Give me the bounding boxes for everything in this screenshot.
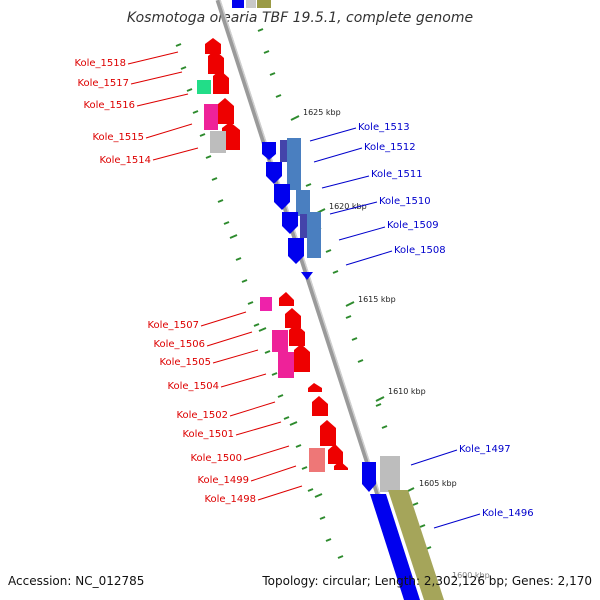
gene-arrow-kole-1509 — [288, 238, 304, 264]
reverse-gene-shapes — [197, 38, 348, 472]
gene-arrow-kole-1516b — [213, 70, 229, 94]
gene-box-kole-1509 — [307, 212, 321, 258]
reverse-leader-lines — [127, 51, 303, 501]
gene-label-kole-1516: Kole_1516 — [83, 100, 135, 111]
gene-arrow-kole-1515 — [222, 122, 240, 150]
gene-box-kole-1500 — [309, 448, 325, 472]
dotted-ruler-right — [257, 28, 432, 550]
gene-label-kole-1513: Kole_1513 — [358, 122, 410, 133]
gene-box-kole-1507 — [260, 297, 272, 311]
gene-label-kole-1507: Kole_1507 — [147, 320, 199, 331]
gene-label-kole-1514: Kole_1514 — [99, 155, 151, 166]
gene-box-kole-1512 — [287, 138, 301, 190]
gene-arrow-kole-1512 — [266, 162, 282, 184]
gene-label-kole-1515: Kole_1515 — [92, 132, 144, 143]
gene-label-kole-1511: Kole_1511 — [371, 169, 423, 180]
gene-label-kole-1508: Kole_1508 — [394, 245, 446, 256]
gene-arrow-kole-1498 — [334, 461, 348, 470]
gene-box-kole-1510 — [300, 214, 310, 238]
gene-label-kole-1498: Kole_1498 — [204, 494, 256, 505]
gene-arrow-kole-1507 — [279, 292, 294, 306]
gene-label-kole-1501: Kole_1501 — [182, 429, 234, 440]
gene-arrow-kole-1497 — [362, 462, 376, 492]
gene-arrow-kole-1502 — [308, 383, 322, 392]
gene-label-kole-1510: Kole_1510 — [379, 196, 431, 207]
gene-arrow-kole-1505 — [289, 324, 305, 346]
tick-1625-kbp: 1625 kbp — [303, 108, 341, 117]
dotted-ruler-left — [175, 43, 344, 559]
gene-arrow-kole-1500 — [320, 420, 336, 446]
gene-label-kole-1517: Kole_1517 — [77, 78, 129, 89]
gene-box-kole-1513 — [280, 140, 290, 162]
gene-label-kole-1509: Kole_1509 — [387, 220, 439, 231]
gene-arrow-kole-1510 — [282, 212, 298, 234]
gene-arrow-kole-1499 — [328, 444, 343, 464]
gene-label-kole-1504: Kole_1504 — [167, 381, 219, 392]
genome-summary-text: Topology: circular; Length: 2,302,126 bp… — [262, 574, 592, 588]
gene-box-kole-1517 — [197, 80, 211, 94]
accession-text: Accession: NC_012785 — [8, 574, 145, 588]
gene-box-kole-1496 — [388, 490, 444, 600]
gene-arrow-kole-1501 — [312, 396, 328, 416]
tick-1605-kbp: 1605 kbp — [419, 479, 457, 488]
top-partial-features — [232, 0, 271, 8]
gene-label-kole-1502: Kole_1502 — [176, 410, 228, 421]
tick-1610-kbp: 1610 kbp — [388, 387, 426, 396]
gene-arrow-kole-1516 — [218, 98, 234, 124]
tick-1600-kbp: 1600 kbp — [452, 571, 490, 580]
gene-label-kole-1506: Kole_1506 — [153, 339, 205, 350]
map-title: Kosmotoga olearia TBF 19.5.1, complete g… — [126, 10, 474, 26]
forward-gene-shapes — [262, 138, 444, 600]
gene-label-kole-1500: Kole_1500 — [190, 453, 242, 464]
tick-1620-kbp: 1620 kbp — [329, 202, 367, 211]
gene-label-kole-1496: Kole_1496 — [482, 508, 534, 519]
gene-box-kole-1505 — [278, 352, 294, 378]
gene-label-kole-1512: Kole_1512 — [364, 142, 416, 153]
gene-label-kole-1499: Kole_1499 — [197, 475, 249, 486]
gene-arrow-kole-1513 — [262, 142, 276, 160]
gene-box-kole-1497 — [380, 456, 400, 492]
gene-arrow-kole-1508 — [301, 272, 313, 280]
gene-arrow-kole-1517 — [208, 50, 224, 74]
gene-arrow-kole-1511 — [274, 184, 290, 210]
gene-arrow-kole-1496 — [370, 494, 420, 600]
gene-box-kole-1506 — [272, 330, 288, 352]
forward-leader-lines — [309, 127, 481, 529]
gene-label-kole-1497: Kole_1497 — [459, 444, 511, 455]
gene-label-kole-1505: Kole_1505 — [159, 357, 211, 368]
gene-arrow-kole-1518 — [205, 38, 221, 54]
gene-arrow-kole-1506 — [285, 308, 301, 328]
gene-box-kole-1515 — [204, 104, 218, 130]
tick-1615-kbp: 1615 kbp — [358, 295, 396, 304]
gene-label-kole-1518: Kole_1518 — [74, 58, 126, 69]
gene-arrow-kole-1504 — [294, 344, 310, 372]
gene-box-kole-1514 — [210, 131, 226, 153]
gene-box-kole-1511 — [296, 190, 310, 216]
reverse-gene-labels: Kole_1518 Kole_1517 Kole_1516 Kole_1515 … — [74, 58, 256, 505]
forward-gene-labels: Kole_1513 Kole_1512 Kole_1511 Kole_1510 … — [358, 122, 534, 519]
